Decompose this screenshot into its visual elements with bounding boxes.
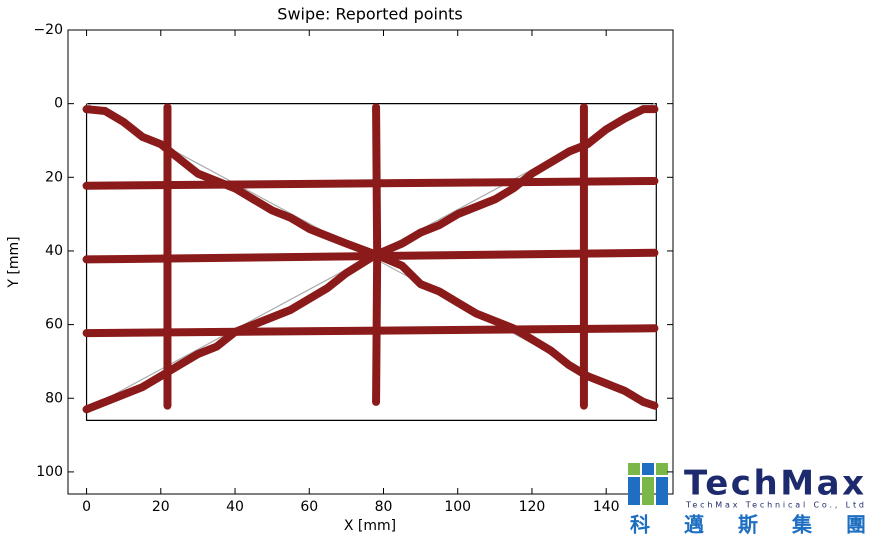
y-tick-label: 60: [45, 317, 63, 333]
logo-chinese: 團: [846, 513, 866, 537]
logo-block: [642, 477, 654, 505]
x-tick-label: 40: [226, 499, 244, 515]
chart-title: Swipe: Reported points: [277, 5, 462, 24]
y-tick-label: 20: [45, 169, 63, 185]
y-axis-label: Y [mm]: [6, 236, 22, 288]
y-tick-label: 40: [45, 243, 63, 259]
logo-chinese: 科: [630, 513, 650, 537]
logo-chinese: 斯: [738, 513, 758, 537]
logo: TechMax TechMax Technical Co., Ltd: [628, 463, 864, 510]
x-tick-label: 20: [152, 499, 170, 515]
logo-chinese: 邁: [684, 513, 704, 537]
x-tick-label: 120: [519, 499, 546, 515]
x-tick-label: 100: [444, 499, 471, 515]
y-tick-label: 0: [54, 96, 63, 112]
x-axis-label: X [mm]: [344, 518, 396, 534]
logo-block: [642, 463, 654, 475]
x-tick-label: 60: [300, 499, 318, 515]
logo-block: [656, 477, 668, 505]
logo-block: [628, 463, 640, 475]
trace: [82, 176, 659, 190]
trace: [82, 105, 659, 414]
logo-chinese: 集: [791, 513, 813, 537]
y-tick-label: 80: [45, 390, 63, 406]
logo-subtitle: TechMax Technical Co., Ltd: [685, 501, 864, 510]
plot-frame: [67, 29, 674, 495]
x-tick-label: 140: [593, 499, 620, 515]
logo-block: [628, 477, 640, 505]
y-tick-label: 100: [36, 464, 63, 480]
logo-name: TechMax: [684, 464, 864, 504]
x-tick-label: 0: [82, 499, 91, 515]
trace: [82, 324, 659, 338]
logo-block: [656, 463, 668, 475]
x-tick-label: 80: [375, 499, 393, 515]
y-tick-label: −20: [33, 22, 63, 38]
reference-line: [85, 103, 657, 421]
